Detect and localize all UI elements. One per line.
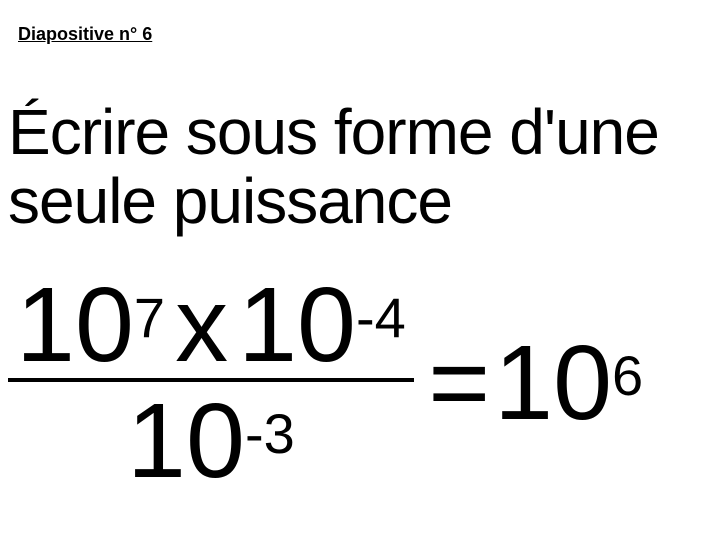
denominator-base: 10	[127, 382, 245, 500]
equals-sign: =	[424, 324, 494, 442]
equation: 107x10-4 10-3 =106	[8, 272, 712, 494]
denominator: 10-3	[8, 382, 414, 494]
fraction: 107x10-4 10-3	[8, 272, 414, 494]
slide-title: Écrire sous forme d'une seule puissance	[8, 98, 712, 236]
result-exponent: 6	[612, 344, 643, 407]
numerator: 107x10-4	[8, 272, 414, 382]
numerator-operator: x	[165, 266, 238, 384]
numerator-term1-exponent: 7	[134, 286, 165, 349]
denominator-exponent: -3	[245, 402, 295, 465]
numerator-term2-exponent: -4	[356, 286, 406, 349]
result-base: 10	[494, 324, 612, 442]
slide-number-label: Diapositive n° 6	[18, 24, 152, 45]
numerator-term1-base: 10	[16, 266, 134, 384]
numerator-term2-base: 10	[238, 266, 356, 384]
result: =106	[424, 330, 643, 436]
slide-container: { "slide": { "label": "Diapositive n° 6"…	[0, 0, 720, 540]
